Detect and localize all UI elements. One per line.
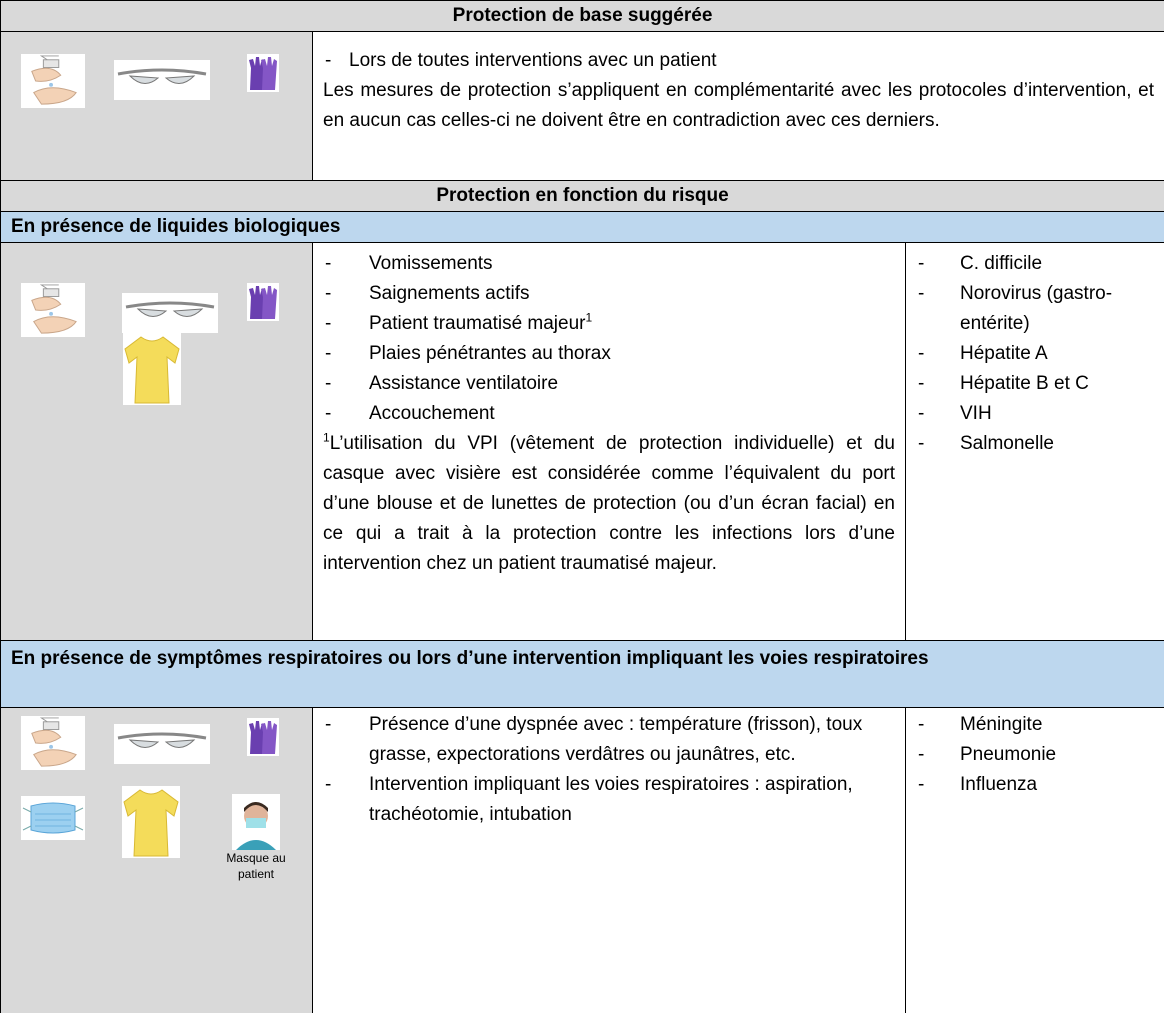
situation-text: Intervention impliquant les voies respir… bbox=[369, 774, 853, 825]
text-cell: Présence d’une dyspnée avec : températur… bbox=[312, 707, 906, 1013]
gloves-icon bbox=[247, 54, 279, 92]
list: Présence d’une dyspnée avec : températur… bbox=[323, 710, 895, 830]
footnote-ref: 1 bbox=[585, 310, 593, 325]
group-heading: En présence de liquides biologiques bbox=[0, 211, 1164, 243]
condition: Salmonelle bbox=[916, 429, 1154, 459]
footnote: 1L’utilisation du VPI (vêtement de prote… bbox=[323, 429, 895, 579]
list-item: Lors de toutes interventions avec un pat… bbox=[323, 46, 1154, 76]
row: En présence de liquides biologiques bbox=[0, 211, 1164, 243]
condition: Hépatite A bbox=[916, 339, 1154, 369]
list: Lors de toutes interventions avec un pat… bbox=[323, 46, 1154, 76]
situation: Présence d’une dyspnée avec : températur… bbox=[323, 710, 895, 770]
icon-cell: Masque au patient bbox=[0, 707, 313, 1013]
row: Protection de base suggérée bbox=[0, 0, 1164, 32]
situation: Vomissements bbox=[323, 249, 895, 279]
condition-text: Hépatite A bbox=[960, 343, 1048, 364]
situation: Saignements actifs bbox=[323, 279, 895, 309]
section-title: Protection en fonction du risque bbox=[0, 180, 1164, 212]
condition-text: Hépatite B et C bbox=[960, 373, 1089, 394]
row: Vomissements Saignements actifs Patient tr… bbox=[0, 242, 1164, 641]
text-cell: Lors de toutes interventions avec un pat… bbox=[311, 31, 1164, 181]
list: Méningite Pneumonie Influenza bbox=[916, 710, 1154, 800]
condition: Méningite bbox=[916, 710, 1154, 740]
condition: C. difficile bbox=[916, 249, 1154, 279]
condition: Hépatite B et C bbox=[916, 369, 1154, 399]
glasses-icon bbox=[114, 724, 210, 764]
condition-text: Norovirus (gastro-entérite) bbox=[960, 283, 1113, 334]
situation-text: Accouchement bbox=[369, 403, 495, 424]
situation: Assistance ventilatoire bbox=[323, 369, 895, 399]
condition: Pneumonie bbox=[916, 740, 1154, 770]
condition-text: Pneumonie bbox=[960, 744, 1057, 765]
mask-icon bbox=[21, 796, 85, 840]
situation: Plaies pénétrantes au thorax bbox=[323, 339, 895, 369]
situation-text: Présence d’une dyspnée avec : températur… bbox=[369, 714, 863, 765]
icon-cell bbox=[0, 31, 313, 181]
gown-icon bbox=[123, 333, 181, 405]
situation: Patient traumatisé majeur1 bbox=[323, 309, 895, 339]
icon-cell bbox=[0, 242, 313, 641]
situation-text: Vomissements bbox=[369, 253, 493, 274]
gloves-icon bbox=[247, 718, 279, 756]
sanitizer-icon bbox=[21, 716, 85, 770]
note: Les mesures de protection s’appliquent e… bbox=[323, 80, 1155, 131]
situation-text: Patient traumatisé majeur bbox=[369, 313, 586, 334]
glasses-icon bbox=[114, 60, 210, 100]
row: Lors de toutes interventions avec un pat… bbox=[0, 31, 1164, 181]
sanitizer-icon bbox=[21, 54, 85, 108]
situation: Accouchement bbox=[323, 399, 895, 429]
text-cell: Vomissements Saignements actifs Patient tr… bbox=[312, 242, 906, 641]
gown-icon bbox=[122, 786, 180, 858]
condition: Norovirus (gastro-entérite) bbox=[916, 279, 1154, 339]
row: Protection en fonction du risque bbox=[0, 180, 1164, 212]
footnote-mark: 1 bbox=[323, 430, 330, 445]
section-title: Protection de base suggérée bbox=[0, 0, 1164, 32]
condition-text: VIH bbox=[960, 403, 992, 424]
sanitizer-icon bbox=[21, 283, 85, 337]
row: En présence de symptômes respiratoires o… bbox=[0, 640, 1164, 708]
row: Masque au patient Présence d’une dyspnée… bbox=[0, 707, 1164, 1013]
text-cell: C. difficile Norovirus (gastro-entérite) H… bbox=[904, 242, 1164, 641]
list: C. difficile Norovirus (gastro-entérite) H… bbox=[916, 249, 1154, 459]
situation-text: Saignements actifs bbox=[369, 283, 530, 304]
situation-text: Plaies pénétrantes au thorax bbox=[369, 343, 611, 364]
group-heading: En présence de symptômes respiratoires o… bbox=[0, 640, 1164, 708]
text-cell: Méningite Pneumonie Influenza bbox=[904, 707, 1164, 1013]
list: Vomissements Saignements actifs Patient tr… bbox=[323, 249, 895, 429]
condition-text: Salmonelle bbox=[960, 433, 1054, 454]
glasses-icon bbox=[122, 293, 218, 333]
condition: VIH bbox=[916, 399, 1154, 429]
condition-text: Influenza bbox=[960, 774, 1038, 795]
item-text: Lors de toutes interventions avec un pat… bbox=[349, 50, 717, 71]
situation-text: Assistance ventilatoire bbox=[369, 373, 559, 394]
condition: Influenza bbox=[916, 770, 1154, 800]
footnote-text: L’utilisation du VPI (vêtement de protec… bbox=[323, 433, 895, 574]
icon-caption: Masque au patient bbox=[226, 851, 286, 881]
condition-text: Méningite bbox=[960, 714, 1043, 735]
situation: Intervention impliquant les voies respir… bbox=[323, 770, 895, 830]
gloves-icon bbox=[247, 283, 279, 321]
person-icon bbox=[232, 794, 280, 850]
condition-text: C. difficile bbox=[960, 253, 1043, 274]
